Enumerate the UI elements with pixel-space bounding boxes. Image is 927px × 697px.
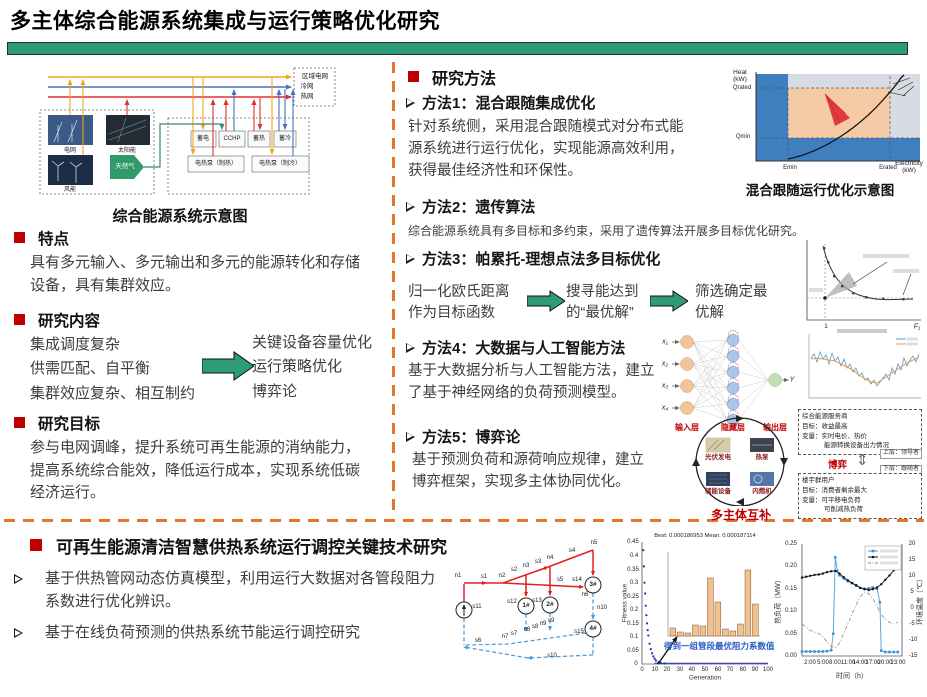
problem-item: 供需匹配、自平衡	[30, 360, 151, 378]
ga-annotation: 得到一组管段最优阻力系数值	[664, 641, 775, 651]
arrow-bullet-icon	[406, 253, 415, 264]
load-xlabel: 时间（h）	[836, 673, 868, 680]
method3-title: 方法3：帕累托-理想点法多目标优化	[406, 248, 660, 269]
heat-load-chart: 热负荷（MW） 环境温度（℃） 时间（h） 0.25 0.20 0.15 0.10 0.…	[772, 530, 925, 693]
load-forecast-figure	[797, 328, 925, 408]
column-divider	[392, 62, 395, 518]
problem-item: 集群效应复杂、相互制约	[30, 384, 196, 402]
bottom-bullet-1: 基于供热管网动态仿真模型，利用运行大数据对各管段阻力系数进行优化辨识。	[14, 568, 441, 613]
game-theory-figure: 综合能源服务商 目标：收益最高 变量：实时电价、热价 能源转换设备出力情况 上层…	[798, 409, 924, 519]
multi-agent-figure: 多主体互补 光伏发电 热泵 储能设备 内燃机	[686, 414, 796, 522]
ga-fitness-chart: Best: 0.000186953 Mean: 0.000187114 Fitn…	[620, 530, 775, 693]
features-bullet-icon	[14, 232, 25, 243]
arrow-bullet-icon	[14, 628, 23, 638]
diagram-caption: 综合能源系统示意图	[112, 208, 248, 225]
bottom-bullet-icon	[30, 539, 42, 551]
hybrid-figure-caption: 混合跟随运行优化示意图	[745, 183, 895, 198]
goal-heading: 研究目标	[38, 416, 101, 433]
methods-bullet-icon	[408, 71, 419, 82]
problem-item: 集成调度复杂	[30, 336, 121, 353]
features-body: 具有多元输入、多元输出和多元的能源转化和存储设备，具有集群效应。	[30, 254, 361, 294]
solution-item: 关键设备容量优化	[252, 334, 373, 351]
header-accent-bar	[7, 42, 908, 55]
bottom-heading: 可再生能源清洁智慧供热系统运行调控关键技术研究	[56, 538, 447, 557]
ga-ylabel: Fitness value	[621, 583, 629, 623]
content-problems: 集成调度复杂 供需匹配、自平衡 集群效应复杂、相互制约	[30, 333, 195, 406]
section-divider	[4, 519, 924, 522]
method1-body: 针对系统侧，采用混合跟随模式对分布式能源系统进行运行优化，实现能源高效利用，获得…	[408, 119, 684, 179]
method2-body: 综合能源系统具有多目标和多约束，采用了遗传算法开展多目标优化研究。	[408, 224, 805, 238]
method5-title: 方法5：博弈论	[406, 426, 520, 447]
method3-flow-step: 搜寻能达到的“最优解”	[566, 284, 639, 322]
features-heading: 特点	[38, 231, 70, 248]
solution-item: 运行策略优化	[252, 358, 343, 376]
content-solutions: 关键设备容量优化 运行策略优化 博弈论	[252, 331, 372, 404]
flow-arrow-icon	[527, 290, 565, 312]
energy-system-diagram: 区域电网 冷网 热网 电网 太阳能 风能 天然气 蓄电 CCHP 蓄热 蓄冷 电热泵（制热） 电热泵（制…	[8, 62, 338, 208]
method4-title: 方法4：大数据与人工智能方法	[406, 337, 625, 358]
method1-title: 方法1：混合跟随集成优化	[406, 92, 595, 113]
method2-title: 方法2：遗传算法	[406, 196, 535, 217]
upper-tag: 上层：领导者	[879, 449, 922, 459]
methods-heading: 研究方法	[432, 71, 497, 88]
flow-arrow-icon	[650, 290, 688, 312]
page-title: 多主体综合能源系统集成与运行策略优化研究	[10, 10, 440, 33]
goal-bullet-icon	[14, 417, 25, 428]
load-ylabel-left: 热负荷（MW）	[775, 576, 782, 624]
ga-chart-title: Best: 0.000186953 Mean: 0.000187114	[654, 533, 756, 539]
game-upper-box: 综合能源服务商 目标：收益最高 变量：实时电价、热价 能源转换设备出力情况	[798, 409, 922, 455]
content-heading: 研究内容	[38, 313, 101, 330]
multi-agent-caption: 多主体互补	[710, 508, 771, 522]
ga-xlabel: Generation	[688, 674, 722, 682]
bottom-bullet-2: 基于在线负荷预测的供热系统节能运行调控研究	[14, 622, 455, 645]
arrow-bullet-icon	[406, 97, 415, 108]
energy-system-diagram-canvas	[39, 67, 336, 195]
arrow-bullet-icon	[406, 431, 415, 442]
solution-item: 博弈论	[252, 382, 298, 400]
load-ylabel-right: 环境温度（℃）	[917, 575, 924, 625]
double-arrow-icon: ⇕	[856, 452, 869, 469]
method3-flow-step: 归一化欧氏距离作为目标函数	[408, 284, 510, 322]
method4-body: 基于大数据分析与人工智能方法，建立了基于神经网络的负荷预测模型。	[408, 363, 655, 401]
hybrid-operation-figure: Heat (kW) Qrated Qmin Emin Erated Electricity(…	[728, 66, 927, 181]
pareto-figure: 1 F₁	[793, 236, 925, 334]
goal-body: 参与电网调峰，提升系统可再生能源的消纳能力，提高系统综合能效，降低运行成本，实现…	[30, 439, 361, 501]
content-bullet-icon	[14, 314, 25, 325]
flow-arrow-icon	[202, 351, 254, 381]
arrow-bullet-icon	[406, 201, 415, 212]
arrow-bullet-icon	[406, 342, 415, 353]
pipe-network-figure: n1 s1 n2 s2 n3 s3 n4 s4 n5 s5 s14 s12 s13 n6 n10 s15 s11…	[448, 538, 648, 696]
method3-flow-step: 筛选确定最优解	[695, 284, 768, 322]
game-versus-label: 博弈	[828, 460, 848, 471]
arrow-bullet-icon	[14, 574, 23, 584]
method5-body: 基于预测负荷和源荷响应规律，建立博弈框架，实现多主体协同优化。	[412, 452, 644, 490]
game-lower-box: 楼宇群用户 目标：消费者剩余最大 变量：可平移电负荷 可削减热负荷	[798, 473, 922, 519]
